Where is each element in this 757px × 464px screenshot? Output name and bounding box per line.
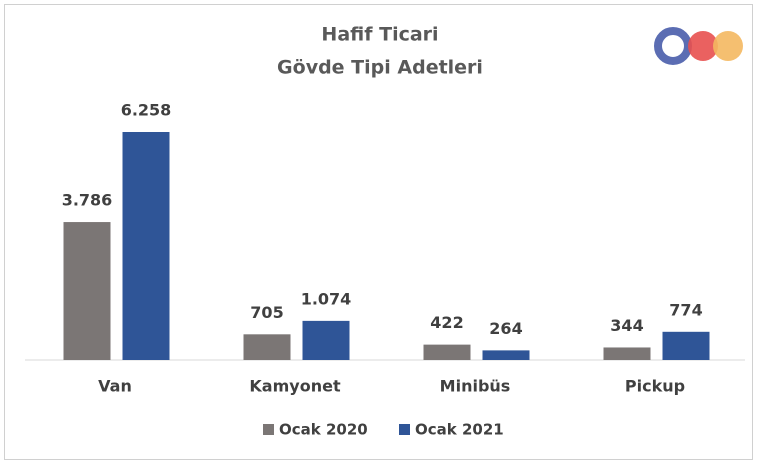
bar — [122, 132, 170, 360]
chart-title: Hafif Ticari — [321, 24, 438, 46]
bar — [603, 347, 651, 360]
data-label: 3.786 — [62, 191, 113, 210]
bar — [63, 222, 111, 360]
data-label: 422 — [430, 313, 463, 332]
data-label: 705 — [250, 303, 283, 322]
data-label: 6.258 — [121, 101, 172, 120]
data-label: 264 — [489, 319, 522, 338]
x-tick-label: Van — [98, 377, 132, 396]
data-label: 344 — [610, 316, 643, 335]
data-label: 1.074 — [301, 289, 352, 308]
data-label: 774 — [669, 300, 702, 319]
chart-title: Gövde Tipi Adetleri — [277, 57, 483, 79]
legend-swatch — [263, 424, 274, 435]
legend-swatch — [399, 424, 410, 435]
logo — [654, 27, 743, 65]
x-tick-label: Minibüs — [440, 377, 511, 396]
bar — [662, 331, 710, 360]
bar — [482, 350, 530, 360]
x-tick-label: Kamyonet — [249, 377, 341, 396]
legend-label: Ocak 2021 — [415, 421, 504, 439]
legend-label: Ocak 2020 — [279, 421, 368, 439]
bar — [243, 334, 291, 360]
bar — [302, 320, 350, 360]
x-tick-label: Pickup — [625, 377, 685, 396]
bar — [423, 344, 471, 360]
